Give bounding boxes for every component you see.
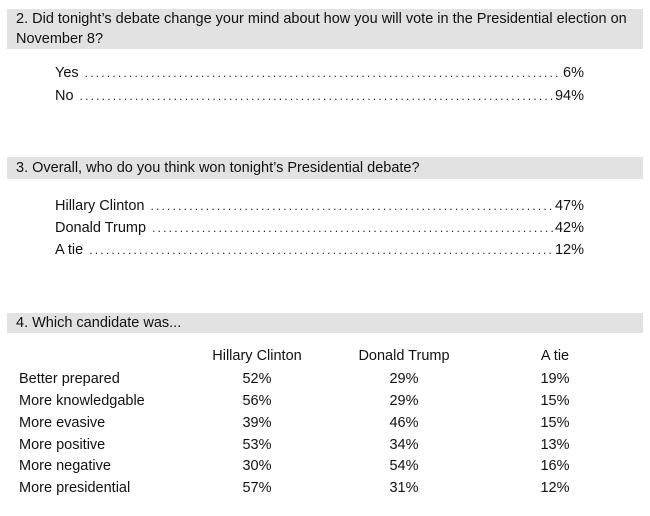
row-label: More evasive xyxy=(19,415,106,431)
table-cell: 15% xyxy=(540,415,570,431)
answer-value: 94% xyxy=(554,88,584,104)
table-cell: 57% xyxy=(242,480,272,496)
table-cell: 31% xyxy=(389,480,419,496)
table-cell: 16% xyxy=(540,458,570,474)
question-3-text: 3. Overall, who do you think won tonight… xyxy=(16,160,420,176)
answer-value: 42% xyxy=(554,220,584,236)
answer-label: Hillary Clinton xyxy=(55,198,145,214)
answer-value: 12% xyxy=(554,242,584,258)
question-3-header: 3. Overall, who do you think won tonight… xyxy=(7,157,643,179)
table-row: Better prepared 52% 29% 19% xyxy=(0,368,650,390)
dot-leader xyxy=(148,196,554,216)
answer-label: No xyxy=(55,88,74,104)
row-label: Better prepared xyxy=(19,371,120,387)
row-label: More presidential xyxy=(19,480,131,496)
answer-label: A tie xyxy=(55,242,84,258)
dot-leader xyxy=(87,240,554,260)
dot-leader xyxy=(83,63,562,83)
table-cell: 34% xyxy=(389,437,419,453)
table-row: More knowledgable 56% 29% 15% xyxy=(0,390,650,412)
answer-value: 47% xyxy=(554,198,584,214)
table-cell: 12% xyxy=(540,480,570,496)
table-row: More negative 30% 54% 16% xyxy=(0,455,650,477)
table-cell: 30% xyxy=(242,458,272,474)
column-header: Donald Trump xyxy=(358,348,450,364)
table-cell: 39% xyxy=(242,415,272,431)
answer-row-no: No 94% xyxy=(55,86,584,106)
table-header-row: Hillary Clinton Donald Trump A tie xyxy=(0,345,650,367)
table-row: More presidential 57% 31% 12% xyxy=(0,477,650,499)
table-row: More positive 53% 34% 13% xyxy=(0,434,650,456)
table-cell: 29% xyxy=(389,371,419,387)
table-cell: 54% xyxy=(389,458,419,474)
row-label: More knowledgable xyxy=(19,393,145,409)
row-label: More positive xyxy=(19,437,106,453)
question-4-text: 4. Which candidate was... xyxy=(16,315,182,331)
dot-leader xyxy=(150,218,554,238)
question-2-text: 2. Did tonight’s debate change your mind… xyxy=(16,11,627,47)
dot-leader xyxy=(78,86,554,106)
table-cell: 46% xyxy=(389,415,419,431)
table-cell: 29% xyxy=(389,393,419,409)
answer-row-trump: Donald Trump 42% xyxy=(55,218,584,238)
question-4-header: 4. Which candidate was... xyxy=(7,313,643,333)
column-header: A tie xyxy=(540,348,570,364)
answer-row-yes: Yes 6% xyxy=(55,63,584,83)
table-cell: 19% xyxy=(540,371,570,387)
answer-label: Donald Trump xyxy=(55,220,147,236)
table-cell: 56% xyxy=(242,393,272,409)
row-label: More negative xyxy=(19,458,111,474)
table-row: More evasive 39% 46% 15% xyxy=(0,412,650,434)
answer-row-tie: A tie 12% xyxy=(55,240,584,260)
table-cell: 13% xyxy=(540,437,570,453)
question-2-header: 2. Did tonight’s debate change your mind… xyxy=(7,9,643,49)
answer-label: Yes xyxy=(55,65,79,81)
table-cell: 53% xyxy=(242,437,272,453)
column-header: Hillary Clinton xyxy=(212,348,302,364)
table-cell: 15% xyxy=(540,393,570,409)
table-cell: 52% xyxy=(242,371,272,387)
answer-row-clinton: Hillary Clinton 47% xyxy=(55,196,584,216)
answer-value: 6% xyxy=(563,65,584,81)
